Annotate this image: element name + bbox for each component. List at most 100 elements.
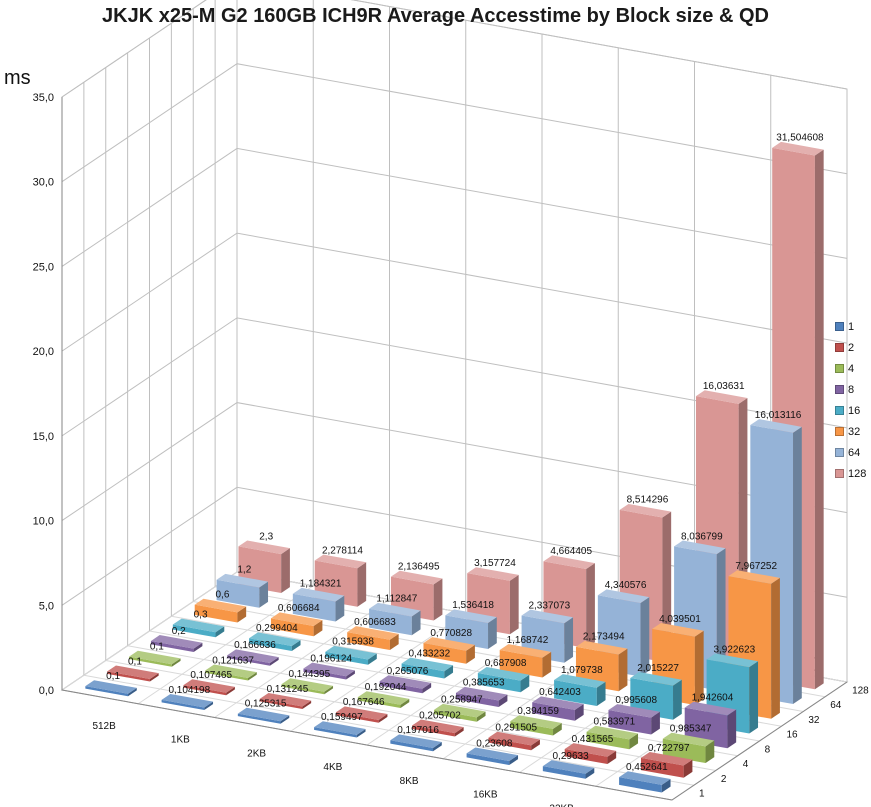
data-label: 0,385653 — [463, 678, 505, 689]
data-label: 31,504608 — [776, 133, 824, 144]
legend-swatch — [835, 385, 844, 394]
bar-front — [314, 727, 357, 738]
bar-top — [532, 696, 584, 710]
legend-item: 4 — [835, 358, 871, 379]
bar-front — [434, 709, 477, 722]
data-label: 1,079738 — [561, 665, 603, 676]
bar-top — [129, 650, 181, 665]
bar-top — [379, 675, 432, 689]
bar — [357, 691, 410, 709]
bar-top — [434, 703, 486, 718]
data-label: 3,157724 — [474, 558, 516, 569]
bar-top — [619, 503, 672, 518]
bar-top — [772, 141, 824, 156]
bar-front — [172, 624, 216, 638]
bar — [608, 704, 660, 735]
bar-side — [509, 574, 519, 635]
bar-top — [684, 701, 737, 716]
bar-front — [259, 698, 303, 710]
bar-top — [401, 657, 454, 672]
data-label: 0,258947 — [441, 695, 483, 706]
bar-top — [640, 751, 693, 766]
bar-side — [640, 597, 650, 677]
bar-top — [325, 645, 377, 660]
data-label: 4,039501 — [659, 614, 701, 625]
bar-front — [347, 632, 390, 651]
bar-front — [161, 699, 205, 711]
data-label: 3,922623 — [713, 644, 755, 655]
bar — [401, 657, 454, 679]
bar — [575, 640, 628, 692]
data-label: 0,431565 — [572, 734, 614, 745]
bar-front — [379, 681, 423, 694]
data-label: 0,394159 — [517, 706, 559, 717]
bar-front — [303, 668, 347, 680]
bar-side — [574, 704, 584, 721]
data-label: 0,606683 — [354, 617, 396, 628]
bar-top — [357, 691, 410, 705]
bar-front — [499, 650, 543, 678]
bar — [347, 626, 399, 651]
bar-top — [510, 715, 562, 729]
bar-side — [226, 686, 235, 696]
data-label: 0,1 — [128, 656, 142, 667]
bar-front — [369, 608, 412, 636]
bar — [161, 693, 214, 711]
data-label: 0,606684 — [278, 603, 320, 614]
bar — [270, 612, 323, 637]
x-tick-label: 32KB — [549, 803, 574, 807]
data-label: 1,536418 — [452, 600, 494, 611]
data-label: 0,433232 — [408, 648, 450, 659]
legend-label: 64 — [848, 446, 861, 459]
legend-label: 16 — [848, 404, 861, 417]
bar-front — [532, 702, 575, 721]
bar-front — [477, 672, 521, 693]
data-label: 0,197016 — [397, 725, 439, 736]
bar-top — [107, 665, 159, 680]
floor-gridline — [83, 674, 694, 786]
bar-top — [445, 609, 497, 624]
data-label: 0,687908 — [485, 658, 527, 669]
bar-front — [445, 615, 489, 650]
bar — [335, 706, 388, 723]
legend-item: 32 — [835, 421, 871, 442]
depth-tick-label: 2 — [721, 774, 727, 785]
data-label: 2,136495 — [398, 562, 440, 573]
bar-side — [520, 674, 530, 693]
bar-side — [673, 679, 682, 720]
bar-side — [488, 617, 497, 650]
bar-front — [455, 692, 499, 708]
bar-top — [172, 618, 225, 633]
bar — [379, 675, 432, 694]
data-label: 0,452641 — [626, 762, 668, 773]
bar-top — [205, 664, 257, 679]
bar-front — [466, 753, 510, 766]
bar-side — [302, 700, 312, 710]
y-axis-label: ms — [4, 67, 31, 89]
legend-swatch — [835, 322, 844, 331]
bar — [510, 715, 562, 736]
bar-side — [705, 740, 715, 764]
bar-front — [335, 712, 379, 723]
data-label: 0,159497 — [321, 712, 363, 723]
bar — [259, 692, 312, 710]
bar-top — [390, 570, 443, 585]
legend-item: 128 — [835, 463, 871, 484]
bar-front — [564, 749, 608, 765]
x-axis-line — [61, 689, 673, 801]
bar — [205, 664, 257, 681]
bar-side — [433, 578, 443, 621]
legend-item: 16 — [835, 400, 871, 421]
legend-label: 8 — [848, 383, 855, 396]
bar-side — [378, 714, 388, 723]
bar-side — [531, 739, 540, 751]
bar-top — [347, 626, 399, 640]
legend-label: 128 — [848, 467, 867, 480]
bar-top — [455, 686, 508, 701]
data-label: 0,722797 — [648, 743, 690, 754]
data-label: 0,265076 — [387, 666, 429, 677]
data-label: 1,942604 — [692, 693, 734, 704]
depth-tick-label: 128 — [852, 685, 869, 696]
bar-top — [499, 644, 552, 658]
bar-top — [619, 771, 671, 785]
